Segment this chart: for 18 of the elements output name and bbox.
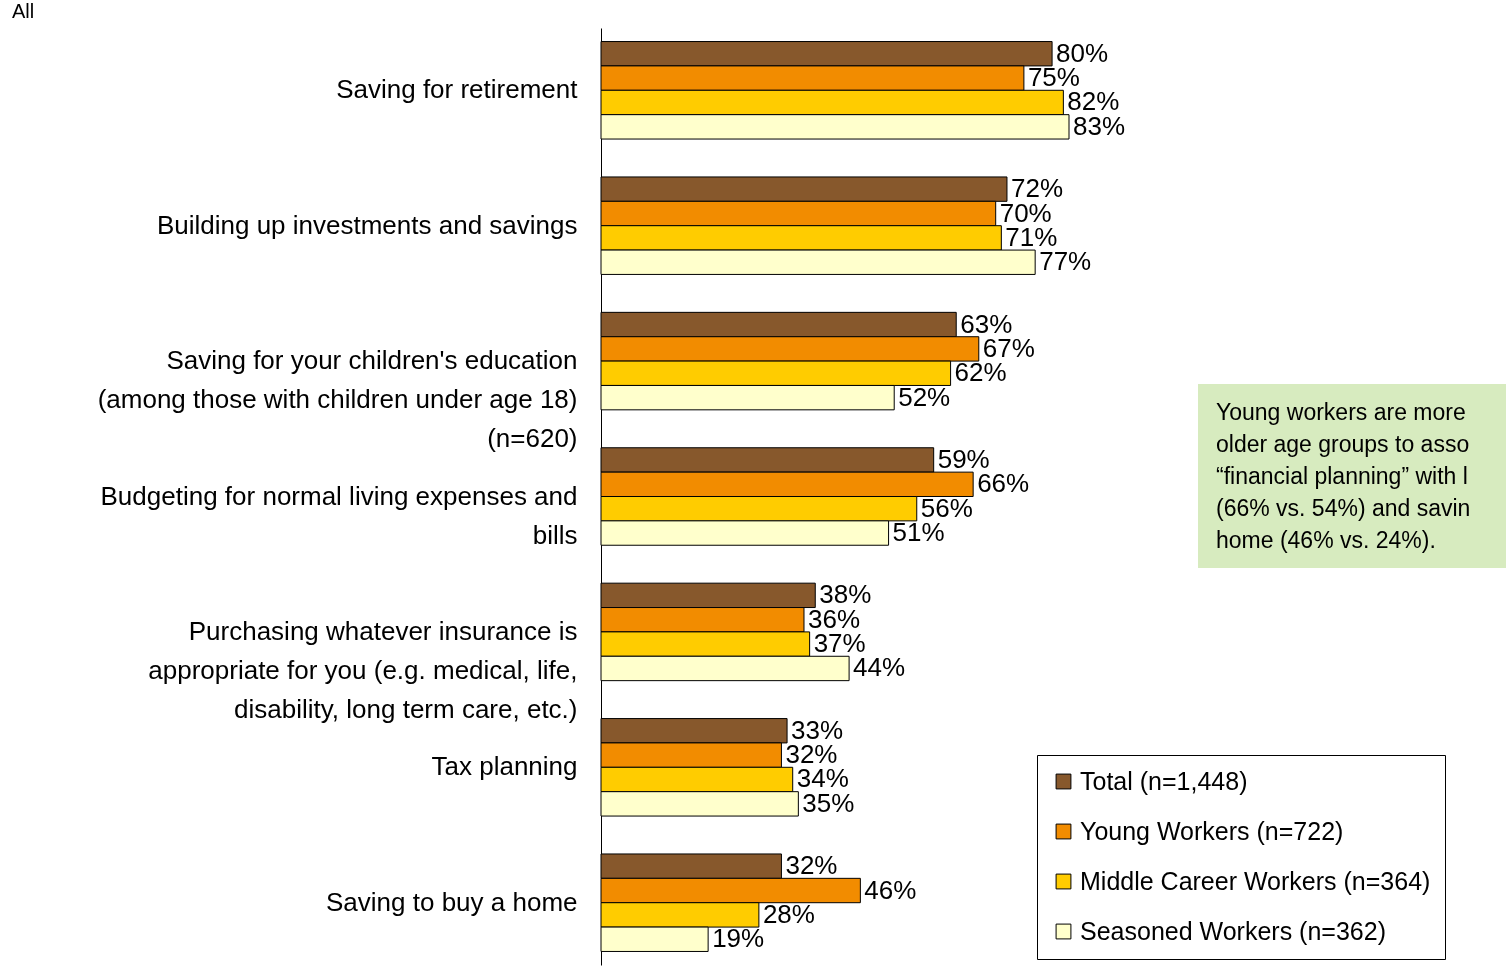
y-tick-label: Building up investments and savings [156, 209, 578, 240]
y-tick-label: Saving for retirement [336, 74, 579, 105]
y-tick-label: Saving for your children's education (among those with children under age 18) (n=620) [97, 345, 578, 454]
data-label: 46% [864, 874, 917, 905]
data-label: 32% [785, 850, 838, 881]
text: All [12, 0, 35, 22]
legend-label: Total (n=1,448) [1080, 766, 1248, 795]
data-label: 28% [762, 898, 815, 929]
legend-label: Seasoned Workers (n=362) [1080, 916, 1386, 945]
y-tick-label: Purchasing whatever insurance is appropriate for you (e.g. medical, life, disability, long term care, etc.) [148, 615, 578, 724]
y-tick-label: Budgeting for normal living expenses and bills [100, 480, 578, 550]
y-tick-label: Tax planning [431, 751, 578, 782]
text: Young workers are more older age groups to asso “financial planning” with l (66% vs. 54%) and savin home (46% vs. 24%). [1198, 384, 1506, 568]
legend-label: Middle Career Workers (n=364) [1080, 866, 1431, 895]
data-label: 52% [898, 381, 951, 412]
data-label: 19% [712, 923, 765, 954]
legend-label: Young Workers (n=722) [1080, 816, 1344, 845]
y-tick-label: Saving to buy a home [326, 886, 578, 917]
